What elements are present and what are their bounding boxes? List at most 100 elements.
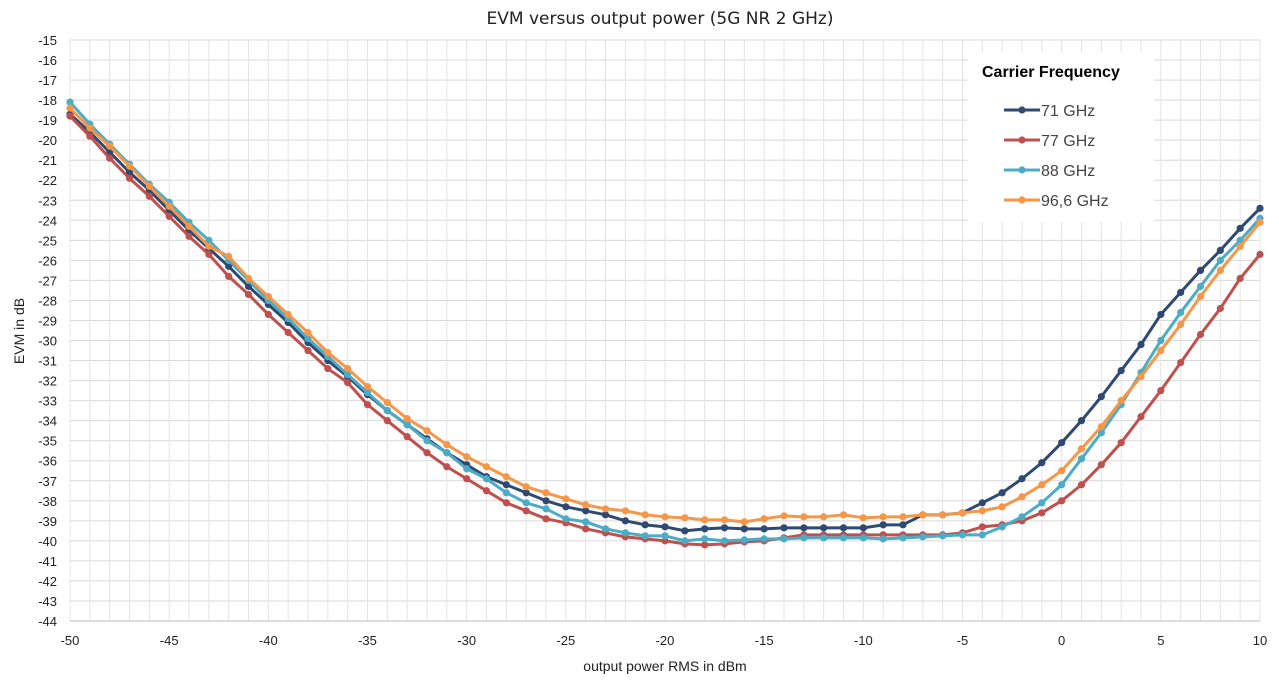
y-tick-label: -39 xyxy=(38,514,57,529)
data-point xyxy=(820,513,828,521)
data-point xyxy=(423,449,431,457)
data-point xyxy=(304,346,312,355)
data-point xyxy=(1077,481,1086,489)
y-tick-label: -19 xyxy=(38,113,57,128)
legend-items: 71 GHz 77 GHz 88 GHz 96,6 GHz xyxy=(1004,103,1109,210)
data-point xyxy=(344,370,352,379)
data-point xyxy=(740,536,748,544)
data-point xyxy=(66,98,74,106)
y-tick-label: -15 xyxy=(38,33,57,48)
data-point xyxy=(403,433,411,441)
data-point xyxy=(1157,310,1165,319)
x-tick-label: -50 xyxy=(61,633,80,648)
data-point xyxy=(1097,461,1105,469)
data-point xyxy=(820,524,828,532)
data-point xyxy=(463,465,471,473)
data-point xyxy=(1038,481,1046,489)
data-point xyxy=(800,534,808,542)
data-point xyxy=(839,534,848,542)
data-point xyxy=(879,521,887,529)
data-point xyxy=(720,524,729,532)
data-point xyxy=(562,495,570,503)
data-point xyxy=(641,511,649,519)
y-tick-label: -37 xyxy=(38,474,57,489)
data-point xyxy=(859,514,867,522)
legend: Carrier Frequency 71 GHz 77 GHz 88 GHz 96,6… xyxy=(968,52,1154,222)
data-point xyxy=(740,525,748,533)
data-point xyxy=(1077,445,1086,453)
data-point xyxy=(264,310,272,319)
y-tick-label: -40 xyxy=(38,534,57,549)
y-axis-ticks: -15 -16 -17 -18 -19 -20 -21 -22 -23 -24 -25 -26 -27 -… xyxy=(38,33,57,629)
data-point xyxy=(661,537,669,545)
data-point xyxy=(244,274,253,283)
data-point xyxy=(125,162,134,170)
data-point xyxy=(899,513,907,521)
data-point xyxy=(225,262,233,270)
data-point xyxy=(1038,499,1046,507)
x-tick-label: -45 xyxy=(160,633,179,648)
x-axis-label: output power RMS in dBm xyxy=(583,658,746,674)
data-point xyxy=(839,511,848,519)
y-tick-label: -17 xyxy=(38,73,57,88)
data-point xyxy=(86,132,94,140)
y-tick-label: -25 xyxy=(38,233,57,248)
data-point xyxy=(542,497,550,505)
data-point xyxy=(820,534,828,542)
data-point xyxy=(482,487,491,495)
data-point xyxy=(601,525,610,533)
data-point xyxy=(1137,340,1145,349)
data-point xyxy=(205,242,213,250)
data-point xyxy=(1216,304,1224,313)
data-point xyxy=(998,503,1006,511)
data-point xyxy=(443,449,451,457)
y-tick-label: -24 xyxy=(38,213,57,228)
y-tick-label: -44 xyxy=(38,614,57,629)
y-tick-label: -33 xyxy=(38,394,57,409)
data-point xyxy=(125,168,134,176)
data-point xyxy=(1097,393,1105,401)
data-point xyxy=(1196,292,1205,301)
data-point xyxy=(780,512,788,520)
data-point xyxy=(1097,423,1105,431)
data-point xyxy=(284,328,292,337)
data-point xyxy=(106,154,114,162)
data-point xyxy=(760,535,768,543)
data-point xyxy=(542,505,550,513)
data-point xyxy=(1077,417,1086,425)
x-tick-label: -10 xyxy=(854,633,873,648)
data-point xyxy=(562,515,570,523)
data-point xyxy=(344,364,352,373)
data-point xyxy=(978,531,986,539)
gridlines xyxy=(69,39,1261,622)
legend-marker xyxy=(1018,106,1026,114)
data-point xyxy=(463,453,471,461)
data-point xyxy=(1077,455,1086,463)
series-layer xyxy=(66,98,1264,549)
data-point xyxy=(1216,246,1224,254)
data-point xyxy=(939,511,947,519)
data-point xyxy=(919,533,927,541)
data-point xyxy=(780,535,788,543)
data-point xyxy=(661,532,669,540)
data-point xyxy=(463,475,471,483)
data-point xyxy=(1058,439,1066,447)
data-point xyxy=(720,516,729,524)
data-point xyxy=(205,250,213,258)
y-axis-label: EVM in dB xyxy=(11,298,27,364)
data-point xyxy=(86,124,94,132)
data-point xyxy=(978,507,986,515)
legend-label: 71 GHz xyxy=(1041,103,1095,120)
y-tick-label: -42 xyxy=(38,574,57,589)
data-point xyxy=(998,489,1006,497)
data-point xyxy=(562,503,570,511)
data-point xyxy=(225,272,233,281)
y-tick-label: -26 xyxy=(38,253,57,268)
x-tick-label: -25 xyxy=(556,633,575,648)
data-point xyxy=(145,182,153,190)
data-point xyxy=(542,489,550,497)
data-point xyxy=(740,518,748,526)
data-point xyxy=(701,525,709,533)
legend-marker xyxy=(1018,136,1026,144)
legend-box xyxy=(968,52,1154,222)
